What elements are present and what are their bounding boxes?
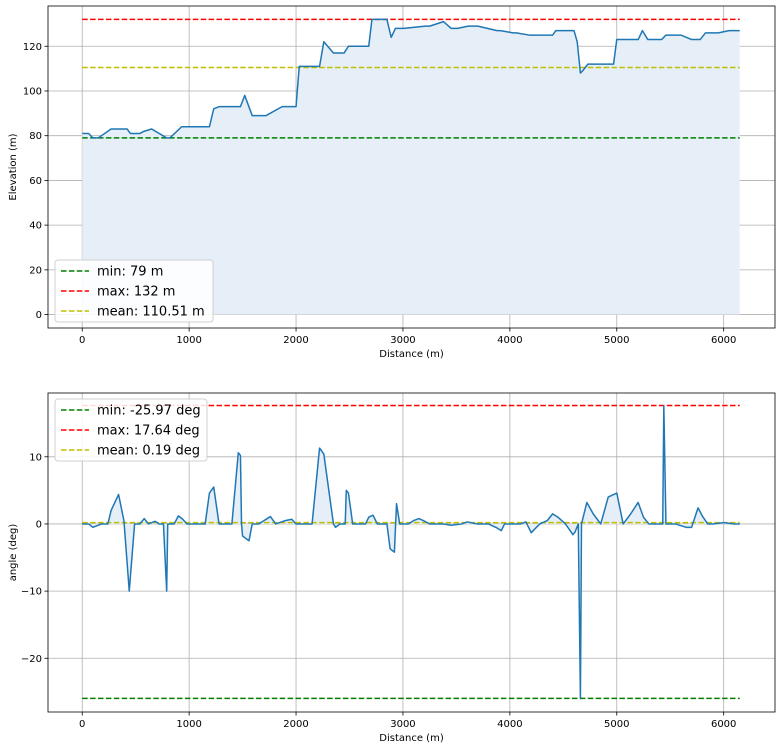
- legend-entry-mean: mean: 110.51 m: [97, 305, 205, 320]
- plot-area: [82, 404, 740, 700]
- y-axis-label: Elevation (m): [8, 133, 19, 200]
- legend-entry-mean: mean: 0.19 deg: [97, 444, 200, 459]
- x-axis-label: Distance (m): [379, 733, 444, 744]
- y-tick-label: 10: [29, 452, 42, 463]
- y-tick-label: 60: [29, 176, 42, 187]
- legend-entry-min: min: -25.97 deg: [97, 404, 201, 419]
- legend-box: [54, 398, 208, 462]
- legend: min: 79 m max: 132 m mean: 110.51 m: [54, 259, 214, 323]
- x-tick-label: 0: [79, 335, 85, 346]
- x-tick-label: 0: [79, 719, 85, 730]
- series-line: [82, 18, 740, 139]
- x-tick-label: 1000: [176, 719, 201, 730]
- y-tick-label: 20: [29, 265, 42, 276]
- x-tick-label: 6000: [711, 719, 736, 730]
- elevation-chart: 0 1000 2000 3000 4000 5000 6000 0 20 40 60 80 100 120…: [8, 5, 776, 360]
- angle-chart: 0 1000 2000 3000 4000 5000 6000 −20 −10 0 10 Distan…: [8, 392, 776, 744]
- x-tick-label: 4000: [497, 335, 522, 346]
- legend-entry-min: min: 79 m: [97, 265, 163, 280]
- axes-frame: [47, 392, 776, 713]
- legend-entry-max: max: 132 m: [97, 285, 175, 300]
- y-tick-label: −10: [21, 587, 42, 598]
- y-axis-label: angle (deg): [8, 524, 19, 582]
- x-tick-label: 3000: [390, 335, 415, 346]
- x-tick-label: 5000: [604, 719, 629, 730]
- series-line: [82, 405, 740, 700]
- x-tick-label: 5000: [604, 335, 629, 346]
- x-tick-label: 2000: [283, 335, 308, 346]
- y-tick-label: 120: [23, 42, 42, 53]
- y-tick-label: 0: [36, 519, 42, 530]
- x-tick-label: 1000: [176, 335, 201, 346]
- x-axis-label: Distance (m): [379, 349, 444, 360]
- axes-frame: [47, 5, 776, 329]
- x-tick-label: 3000: [390, 719, 415, 730]
- y-tick-label: 80: [29, 131, 42, 142]
- y-tick-label: 100: [23, 86, 42, 97]
- legend: min: -25.97 deg max: 17.64 deg mean: 0.19 …: [54, 398, 208, 462]
- y-tick-label: 40: [29, 221, 42, 232]
- y-tick-label: 0: [36, 310, 42, 321]
- plot-area: [82, 18, 740, 315]
- x-tick-label: 4000: [497, 719, 522, 730]
- legend-box: [54, 259, 214, 323]
- legend-entry-max: max: 17.64 deg: [97, 424, 200, 439]
- y-tick-label: −20: [21, 654, 42, 665]
- series-area: [82, 19, 740, 315]
- x-tick-label: 6000: [711, 335, 736, 346]
- x-tick-label: 2000: [283, 719, 308, 730]
